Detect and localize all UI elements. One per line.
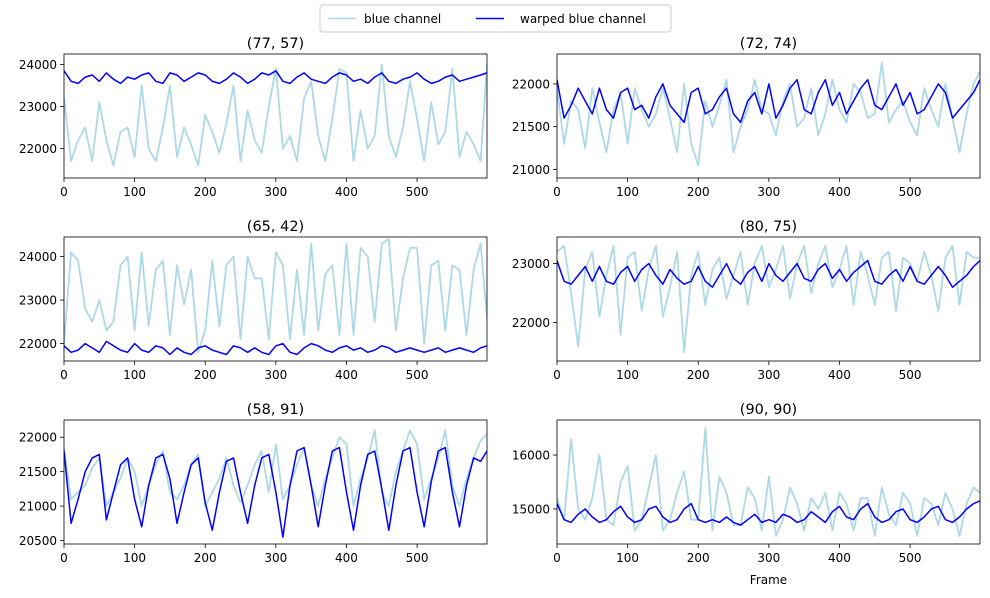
series-line-warped-blue-channel xyxy=(557,500,980,526)
y-tick-label: 23000 xyxy=(19,294,57,308)
subplot-1: 0 100 200 300 400 500 22000 23000 24000 (77, 57) xyxy=(19,36,488,199)
x-tick-label: 200 xyxy=(194,185,217,199)
x-tick-label: 100 xyxy=(616,185,639,199)
series-line-blue-channel xyxy=(64,63,487,167)
x-tick-label: 300 xyxy=(264,551,287,565)
x-tick-label: 300 xyxy=(757,368,780,382)
x-tick-label: 200 xyxy=(687,368,710,382)
series-line-blue-channel xyxy=(64,429,487,508)
x-tick-label: 200 xyxy=(194,368,217,382)
x-tick-label: 200 xyxy=(194,551,217,565)
x-tick-label: 0 xyxy=(60,185,68,199)
subplot-4: 0 100 200 300 400 500 22000 23000 (80, 75) xyxy=(512,219,981,382)
x-tick-label: 500 xyxy=(406,368,429,382)
subplot-2: 0 100 200 300 400 500 21000 21500 22000 (72, 74) xyxy=(512,36,981,199)
y-tick-label: 21000 xyxy=(19,500,57,514)
x-tick-label: 300 xyxy=(757,185,780,199)
y-tick-label: 21500 xyxy=(512,120,550,134)
x-tick-label: 100 xyxy=(123,185,146,199)
x-tick-label: 400 xyxy=(828,368,851,382)
series-line-warped-blue-channel xyxy=(64,70,487,85)
y-tick-label: 23000 xyxy=(19,100,57,114)
subplot-title: (72, 74) xyxy=(740,36,797,52)
subplot-title: (80, 75) xyxy=(740,219,797,235)
x-tick-label: 300 xyxy=(264,368,287,382)
x-tick-label: 400 xyxy=(828,551,851,565)
series-line-warped-blue-channel xyxy=(64,446,487,538)
y-tick-label: 24000 xyxy=(19,250,57,264)
x-tick-label: 300 xyxy=(757,551,780,565)
x-tick-label: 0 xyxy=(553,368,561,382)
x-tick-label: 100 xyxy=(616,368,639,382)
series-line-blue-channel xyxy=(64,238,487,354)
y-tick-label: 22000 xyxy=(512,77,550,91)
axes-frame xyxy=(556,53,981,179)
x-tick-label: 0 xyxy=(60,551,68,565)
x-tick-label: 500 xyxy=(899,368,922,382)
x-tick-label: 200 xyxy=(687,551,710,565)
y-tick-label: 16000 xyxy=(512,449,550,463)
legend: blue channel warped blue channel xyxy=(319,4,672,33)
y-tick-label: 15000 xyxy=(512,502,550,516)
x-tick-label: 0 xyxy=(553,185,561,199)
x-tick-label: 400 xyxy=(335,551,358,565)
x-tick-label: 500 xyxy=(899,551,922,565)
series-line-warped-blue-channel xyxy=(64,340,487,356)
y-tick-label: 22000 xyxy=(19,337,57,351)
subplot-title: (90, 90) xyxy=(740,402,797,418)
x-tick-label: 0 xyxy=(553,551,561,565)
x-tick-label: 500 xyxy=(406,185,429,199)
x-tick-label: 100 xyxy=(123,368,146,382)
x-tick-label: 100 xyxy=(123,551,146,565)
legend-label-warped-blue-channel: warped blue channel xyxy=(520,12,646,26)
x-tick-label: 500 xyxy=(899,185,922,199)
legend-label-blue-channel: blue channel xyxy=(364,12,441,26)
series-line-blue-channel xyxy=(557,244,980,354)
x-tick-label: 300 xyxy=(264,185,287,199)
y-tick-label: 24000 xyxy=(19,58,57,72)
subplot-5: 0 100 200 300 400 500 20500 21000 21500 22000 (58,… xyxy=(19,402,488,565)
x-tick-label: 400 xyxy=(335,368,358,382)
y-tick-label: 20500 xyxy=(19,534,57,548)
x-tick-label: 400 xyxy=(828,185,851,199)
y-tick-label: 22000 xyxy=(19,142,57,156)
subplot-6: 0 100 200 300 400 500 15000 16000 (90, 90) Frame xyxy=(512,402,981,587)
x-tick-label: 500 xyxy=(406,551,429,565)
subplot-title: (58, 91) xyxy=(247,402,304,418)
x-tick-label: 200 xyxy=(687,185,710,199)
x-tick-label: 0 xyxy=(60,368,68,382)
axes-frame xyxy=(556,236,981,362)
subplot-title: (65, 42) xyxy=(247,219,304,235)
series-line-warped-blue-channel xyxy=(557,78,980,124)
y-tick-label: 23000 xyxy=(512,257,550,271)
x-axis-label: Frame xyxy=(750,573,787,587)
series-line-blue-channel xyxy=(557,61,980,167)
y-tick-label: 22000 xyxy=(19,431,57,445)
series-line-blue-channel xyxy=(557,427,980,537)
y-tick-label: 22000 xyxy=(512,316,550,330)
x-tick-label: 100 xyxy=(616,551,639,565)
y-tick-label: 21500 xyxy=(19,465,57,479)
y-tick-label: 21000 xyxy=(512,163,550,177)
subplot-3: 0 100 200 300 400 500 22000 23000 24000 (65, 42) xyxy=(19,219,488,382)
subplot-title: (77, 57) xyxy=(247,36,304,52)
series-line-warped-blue-channel xyxy=(557,259,980,288)
x-tick-label: 400 xyxy=(335,185,358,199)
